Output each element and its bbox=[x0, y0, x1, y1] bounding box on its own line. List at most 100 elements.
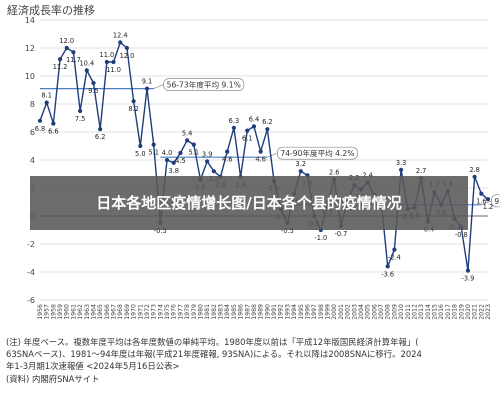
data-label: 6.2 bbox=[95, 133, 106, 141]
average-leader bbox=[153, 84, 164, 89]
x-tick-label: 2008 bbox=[385, 304, 392, 320]
data-point bbox=[104, 59, 109, 65]
data-point bbox=[225, 149, 230, 154]
x-tick-label: 1986 bbox=[238, 304, 245, 320]
x-tick-label: 1958 bbox=[50, 304, 57, 320]
x-tick-label: 1959 bbox=[57, 304, 64, 320]
data-point bbox=[251, 124, 257, 129]
data-label: -1.0 bbox=[314, 234, 327, 242]
x-tick-label: 1989 bbox=[258, 304, 265, 320]
data-label: 5.0 bbox=[135, 150, 146, 158]
y-tick-label: 12 bbox=[25, 44, 35, 53]
data-point bbox=[211, 169, 216, 174]
x-tick-label: 1991 bbox=[271, 304, 278, 320]
x-tick-label: 1965 bbox=[97, 304, 104, 320]
data-labels: 6.8 8.1 6.6 11.2 12.0 11.7 7.5 10.4 9.5 6.2 11.0 11… bbox=[35, 31, 494, 282]
data-label: 2.7 bbox=[416, 167, 427, 175]
x-tick-label: 1995 bbox=[298, 304, 305, 320]
data-point bbox=[398, 167, 404, 172]
x-tick-label: 2005 bbox=[365, 304, 372, 320]
data-label: 12.0 bbox=[120, 52, 135, 60]
data-label: 3.9 bbox=[202, 150, 213, 158]
y-tick-label: 14 bbox=[25, 16, 35, 25]
note-line: 63SNAベース)、1981〜94年度は年報(平成21年度確報, 93SNA)に… bbox=[6, 349, 422, 360]
data-label: -0.5 bbox=[154, 227, 167, 235]
x-tick-label: 1963 bbox=[84, 304, 91, 320]
x-tick-label: 2022 bbox=[478, 304, 485, 320]
data-point bbox=[57, 57, 63, 62]
x-tick-label: 1974 bbox=[157, 304, 164, 320]
data-point bbox=[231, 125, 237, 130]
banner-title: 日本各地区疫情增长图/日本各个县的疫情情况 bbox=[96, 194, 402, 212]
data-point bbox=[118, 40, 123, 45]
note-line: 年1-3月期1次速報値 <2024年5月16日公表> bbox=[6, 361, 180, 372]
x-tick-label: 1962 bbox=[77, 304, 84, 320]
x-tick-label: 2000 bbox=[331, 304, 338, 320]
x-tick-label: 1998 bbox=[318, 304, 325, 320]
data-label: 5.1 bbox=[148, 149, 159, 157]
x-tick-label: 2018 bbox=[452, 304, 459, 320]
data-label: 1.2 bbox=[483, 203, 494, 211]
data-label: 6.4 bbox=[249, 115, 260, 123]
data-label: 2.6 bbox=[329, 169, 340, 177]
x-tick-label: 2004 bbox=[358, 304, 365, 320]
x-tick-label: 2015 bbox=[432, 304, 439, 320]
x-tick-label: 1964 bbox=[90, 304, 97, 320]
data-point bbox=[385, 264, 390, 269]
x-tick-label: 1971 bbox=[137, 304, 144, 320]
data-label: 8.2 bbox=[128, 105, 139, 113]
x-tick-label: 2019 bbox=[458, 304, 465, 320]
x-tick-label: 2007 bbox=[378, 304, 385, 320]
data-label: -0.7 bbox=[334, 230, 347, 238]
data-point bbox=[245, 128, 250, 133]
x-tick-label: 1975 bbox=[164, 304, 171, 320]
x-tick-label: 1969 bbox=[124, 304, 131, 320]
data-point bbox=[205, 159, 210, 164]
x-tick-label: 1994 bbox=[291, 304, 298, 320]
y-tick-label: -2 bbox=[27, 240, 35, 249]
x-tick-label: 1999 bbox=[325, 304, 332, 320]
data-point bbox=[44, 100, 49, 105]
x-tick-label: 2001 bbox=[338, 304, 345, 320]
data-label: 2.8 bbox=[469, 166, 480, 174]
x-tick-label: 1967 bbox=[111, 304, 118, 320]
y-tick-label: 10 bbox=[25, 72, 35, 81]
data-label: 10.4 bbox=[79, 59, 94, 67]
y-tick-label: 4 bbox=[30, 156, 35, 165]
x-tick-label: 1976 bbox=[171, 304, 178, 320]
average-label: 74-90年度平均 4.2% bbox=[280, 148, 354, 158]
data-point bbox=[91, 80, 96, 86]
data-point bbox=[392, 247, 397, 252]
data-point bbox=[185, 138, 190, 143]
y-tick-label: 8 bbox=[30, 100, 35, 109]
data-label: 1.6 bbox=[476, 198, 487, 206]
data-label: 12.0 bbox=[59, 37, 74, 45]
data-label: -2.4 bbox=[388, 254, 401, 262]
x-tick-label: 1987 bbox=[244, 304, 251, 320]
x-tick-label: 2016 bbox=[438, 304, 445, 320]
data-label: -0.5 bbox=[281, 227, 294, 235]
x-tick-label: 1984 bbox=[224, 304, 231, 320]
x-tick-label: 1981 bbox=[204, 304, 211, 320]
data-point bbox=[78, 108, 83, 114]
data-label: -3.6 bbox=[381, 270, 394, 278]
average-leader bbox=[481, 200, 492, 206]
data-label: 3.3 bbox=[396, 159, 407, 167]
data-point bbox=[171, 160, 176, 165]
data-point bbox=[138, 143, 143, 149]
data-label: 8.1 bbox=[41, 92, 52, 100]
data-label: 2.4 bbox=[362, 171, 373, 179]
x-tick-label: 2006 bbox=[371, 304, 378, 320]
x-tick-label: 1957 bbox=[44, 304, 51, 320]
data-label: 4.6 bbox=[255, 156, 266, 164]
note-line: (注) 年度ベース。複数年度平均は各年度数値の単純平均。1980年度以前は「平成… bbox=[6, 337, 419, 347]
data-label: 6.1 bbox=[242, 135, 253, 143]
x-tick-label: 1980 bbox=[197, 304, 204, 320]
y-tick-label: -6 bbox=[27, 296, 35, 305]
x-tick-label: 1956 bbox=[37, 304, 44, 320]
data-label: 6.8 bbox=[35, 125, 46, 133]
data-label: 11.0 bbox=[100, 51, 115, 59]
data-point bbox=[98, 127, 103, 132]
x-tick-label: 1970 bbox=[131, 304, 138, 320]
chart-axes: 14121086420-2-4-619561957195819591960196… bbox=[25, 16, 492, 320]
